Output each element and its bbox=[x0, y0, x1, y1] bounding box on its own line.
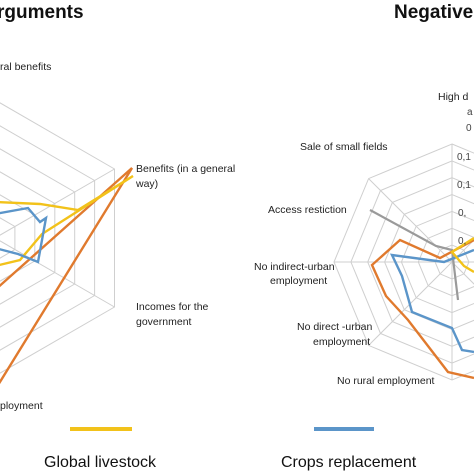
right-grid-spoke bbox=[451, 261, 474, 285]
left-grid-ring bbox=[0, 217, 16, 259]
right-series-line-orange bbox=[370, 238, 474, 380]
right-axis-label-high: High d bbox=[438, 91, 469, 103]
right-axis-label-access: Access restiction bbox=[268, 204, 347, 216]
right-series-line-global-livestock bbox=[450, 236, 474, 274]
right-tick-label-1: 0,1 bbox=[457, 152, 471, 163]
left-grid-spoke bbox=[0, 168, 115, 236]
right-partial-label-a: a bbox=[467, 107, 473, 118]
right-axis-label-indirect-line2: employment bbox=[270, 275, 327, 287]
left-series-line-global-livestock bbox=[0, 174, 134, 267]
left-axis-label-benefits-line2: way) bbox=[135, 178, 158, 190]
left-axis-label-incomes-line1: Incomes for the bbox=[136, 301, 209, 313]
left-series-line-crops-replacement bbox=[0, 206, 48, 264]
left-chart-title: rguments bbox=[0, 2, 84, 23]
left-grid-spoke bbox=[0, 240, 115, 308]
left-axis-label-benefits-line1: Benefits (in a general bbox=[136, 163, 235, 175]
right-grid-spoke bbox=[451, 239, 474, 263]
right-axis-label-direct-line1: No direct -urban bbox=[297, 321, 372, 333]
right-axis-label-rural: No rural employment bbox=[337, 375, 435, 387]
legend-label-global-livestock: Global livestock bbox=[44, 454, 157, 471]
left-axis-label-general-benefits: ral benefits bbox=[0, 61, 51, 73]
right-axis-label-indirect-line1: No indirect-urban bbox=[254, 261, 335, 273]
right-axis-label-direct-line2: employment bbox=[313, 336, 370, 348]
left-grid-ring bbox=[0, 102, 115, 374]
left-axis-label-employment: ployment bbox=[0, 400, 43, 412]
left-radar-series bbox=[0, 167, 134, 385]
right-series-line-gray bbox=[369, 209, 460, 301]
right-radar-series bbox=[369, 209, 474, 380]
legend-label-crops-replacement: Crops replacement bbox=[281, 454, 417, 471]
right-partial-label-0: 0 bbox=[466, 123, 472, 134]
right-series-line-crops-replacement bbox=[389, 248, 474, 354]
right-chart-title: Negative bbox=[394, 2, 473, 23]
left-radar-grid bbox=[0, 102, 115, 374]
left-grid-ring bbox=[0, 171, 56, 305]
right-tick-label-2: 0,1 bbox=[457, 180, 471, 191]
right-axis-label-sale: Sale of small fields bbox=[300, 141, 388, 153]
right-tick-label-4: 0, bbox=[458, 236, 466, 247]
right-tick-label-3: 0, bbox=[458, 208, 466, 219]
right-grid-spoke bbox=[368, 178, 453, 263]
left-axis-label-incomes-line2: government bbox=[136, 316, 192, 328]
